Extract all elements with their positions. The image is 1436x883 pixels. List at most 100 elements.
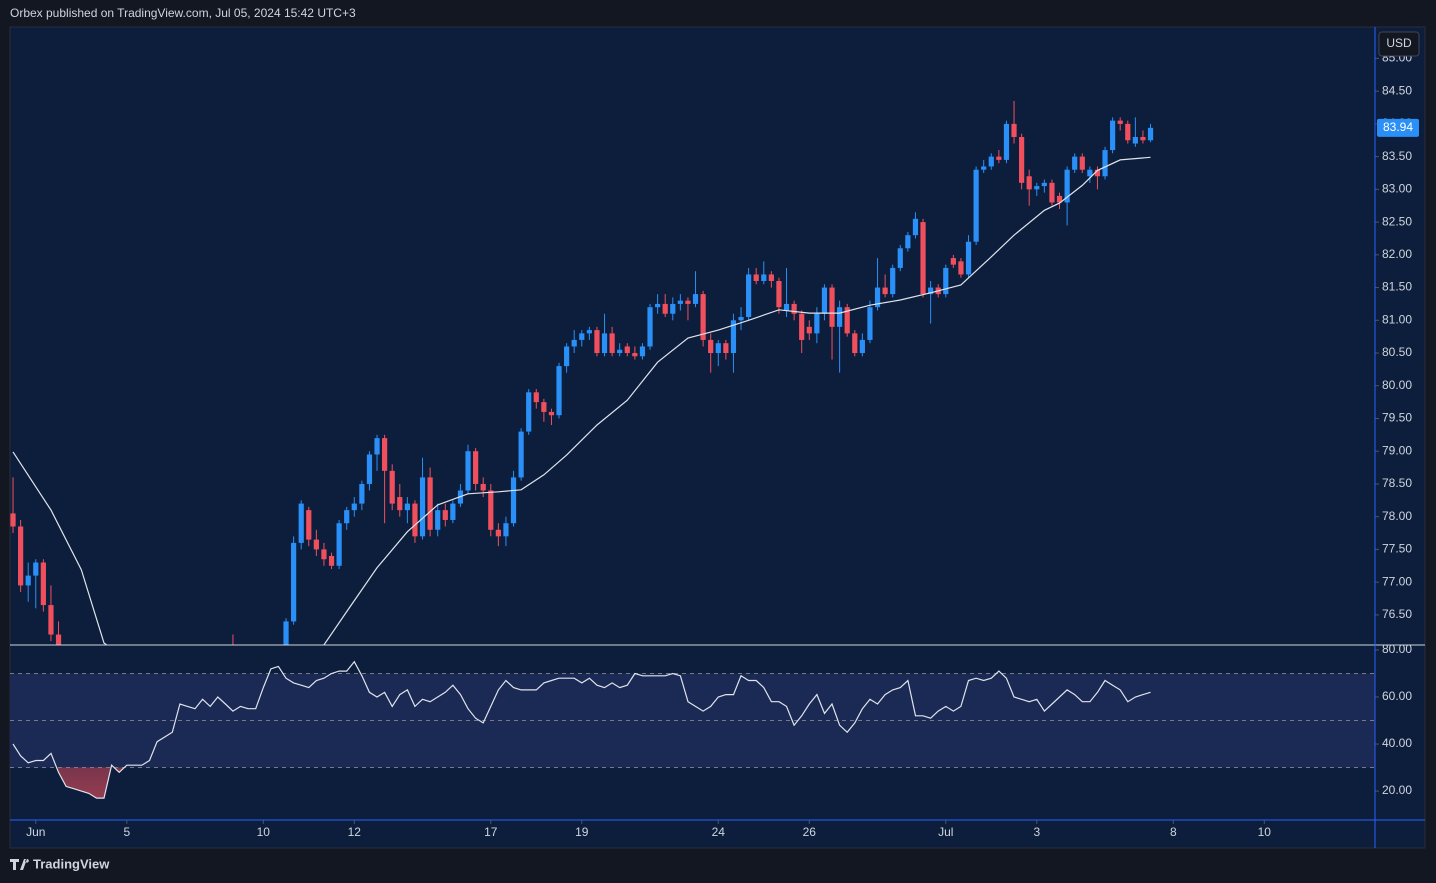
y-tick-label: 77.00 — [1382, 574, 1412, 588]
candle-body — [412, 503, 418, 537]
footer-brand: TradingView — [33, 856, 110, 871]
y-tick-label: 82.00 — [1382, 247, 1412, 261]
candle-body — [617, 349, 623, 354]
moving-average — [12, 156, 1151, 645]
candle-body — [859, 339, 865, 354]
candle-body — [814, 313, 820, 334]
y-tick-label: 82.50 — [1382, 214, 1412, 228]
candle-body — [344, 510, 350, 524]
candle-body — [715, 343, 721, 354]
candle-body — [526, 392, 532, 432]
x-tick-label: 17 — [484, 825, 498, 839]
candle-body — [791, 303, 797, 314]
candle-body — [1019, 136, 1025, 183]
rsi-pane — [10, 660, 1375, 799]
candle-body — [465, 451, 471, 491]
candle-body — [685, 300, 691, 304]
candle-body — [427, 477, 433, 530]
candle-body — [1041, 182, 1047, 187]
y-tick-label: 80.50 — [1382, 345, 1412, 359]
x-tick-label: 26 — [803, 825, 817, 839]
rsi-oversold-fill — [56, 767, 125, 799]
candle-body — [996, 156, 1002, 160]
candle-body — [799, 313, 805, 340]
x-tick-label: 10 — [257, 825, 271, 839]
candle-body — [746, 274, 752, 318]
y-tick-label: 83.50 — [1382, 149, 1412, 163]
candle-body — [920, 222, 926, 295]
candle-body — [1147, 127, 1154, 141]
header-text: Orbex published on TradingView.com, Jul … — [10, 6, 356, 20]
candle-body — [730, 320, 737, 354]
candle-body — [374, 438, 380, 455]
x-tick-label: 8 — [1170, 825, 1177, 839]
candle-body — [958, 261, 964, 275]
y-tick-label: 79.50 — [1382, 411, 1412, 425]
candle-body — [442, 510, 448, 520]
candle-body — [488, 490, 494, 530]
candle-body — [806, 326, 812, 334]
candle-body — [495, 529, 501, 537]
candle-body — [783, 303, 790, 311]
candle-body — [1110, 120, 1116, 151]
candle-body — [382, 438, 388, 471]
y-tick-label: 78.00 — [1382, 509, 1412, 523]
candle-body — [639, 346, 646, 357]
candle-body — [48, 605, 54, 635]
y-tick-label: 76.50 — [1382, 607, 1412, 621]
candle-body — [988, 156, 994, 167]
candle-body — [389, 470, 395, 504]
x-tick-label: 3 — [1033, 825, 1040, 839]
y-tick-label: 81.50 — [1382, 280, 1412, 294]
y-tick-label: 84.50 — [1382, 83, 1412, 97]
candle-body — [291, 542, 297, 622]
candle-body — [18, 526, 24, 586]
candle-body — [1011, 123, 1017, 137]
candle-body — [1087, 169, 1093, 177]
candle-body — [601, 333, 608, 354]
y-tick-label: 80.00 — [1382, 642, 1412, 656]
candle-body — [571, 339, 577, 347]
candle-body — [283, 621, 289, 645]
candle-body — [708, 339, 714, 354]
price-pane — [10, 100, 1154, 645]
candle-body — [579, 333, 585, 340]
candle-body — [928, 287, 934, 295]
candle-body — [912, 218, 919, 236]
candle-body — [874, 287, 881, 308]
candle-body — [1064, 169, 1070, 203]
x-tick-label: 19 — [575, 825, 589, 839]
candle-body — [556, 366, 562, 416]
footer-logo: TradingView — [10, 856, 110, 871]
rsi-line — [12, 660, 1151, 799]
candle-body — [700, 294, 706, 340]
candle-body — [761, 274, 767, 282]
candle-body — [473, 451, 479, 484]
candle-body — [480, 483, 486, 491]
logo-icon — [10, 859, 29, 870]
candle-body — [821, 287, 828, 314]
candle-body — [33, 562, 39, 576]
candle-body — [328, 555, 335, 566]
last-price-label: 83.94 — [1383, 120, 1413, 134]
candle-body — [647, 307, 653, 347]
x-tick-label: 5 — [123, 825, 130, 839]
x-tick-label: Jul — [938, 825, 953, 839]
candle-body — [40, 562, 46, 606]
x-tick-label: 10 — [1258, 825, 1272, 839]
candle-body — [594, 330, 600, 354]
x-tick-label: 24 — [712, 825, 726, 839]
overlays: 83.94 USD — [1377, 31, 1420, 137]
y-tick-label: 83.00 — [1382, 182, 1412, 196]
y-tick-label: 79.00 — [1382, 443, 1412, 457]
candle-body — [435, 510, 441, 530]
candle-body — [905, 235, 911, 249]
candle-body — [837, 307, 843, 327]
candle-body — [1049, 182, 1055, 203]
y-tick-label: 20.00 — [1382, 783, 1412, 797]
candle-body — [776, 281, 782, 308]
currency-label[interactable]: USD — [1386, 36, 1412, 50]
currency-button[interactable] — [1378, 31, 1420, 57]
